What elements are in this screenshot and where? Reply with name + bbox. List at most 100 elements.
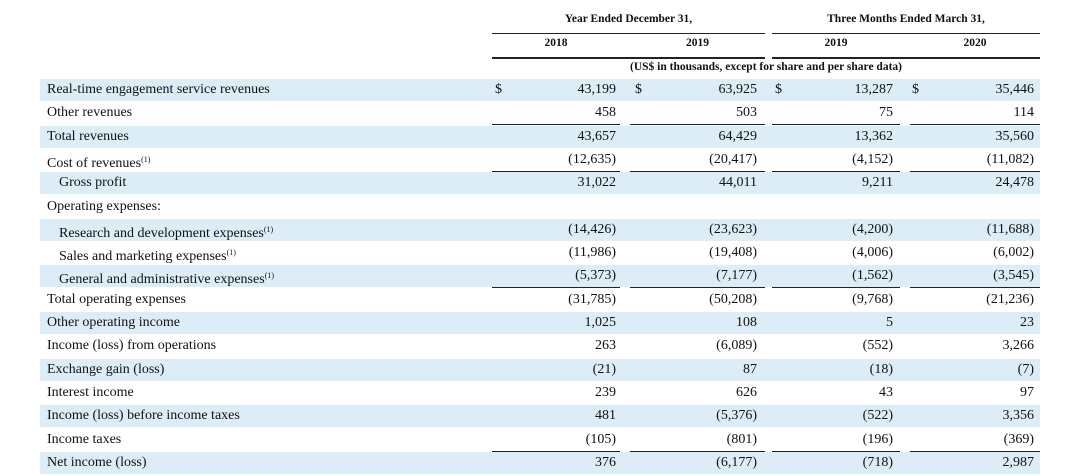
- sum-rule: [630, 170, 765, 172]
- sum-rule: [492, 124, 620, 126]
- group-header: Year Ended December 31,: [564, 13, 693, 25]
- value: 263: [595, 338, 616, 354]
- currency-sign: $: [495, 82, 502, 97]
- row-stripe: [40, 451, 1040, 474]
- row-label: Gross profit: [59, 172, 126, 194]
- header-rule: [772, 33, 1040, 34]
- value: 43: [879, 384, 893, 400]
- value: 2,987: [1002, 454, 1035, 470]
- label-text: Income taxes: [47, 431, 122, 447]
- value: (5,373): [575, 268, 616, 284]
- value: 5: [886, 315, 893, 330]
- value: (23,623): [709, 221, 757, 237]
- value: (6,177): [716, 454, 757, 470]
- row-label: Net income (loss): [47, 452, 147, 474]
- value: (196): [862, 431, 893, 447]
- year-header: 2018: [544, 37, 568, 49]
- label-text: Operating expenses:: [47, 198, 161, 214]
- value: (21): [592, 361, 616, 377]
- sum-rule: [772, 450, 900, 452]
- footnote-ref: (1): [264, 271, 274, 281]
- value: (31,785): [568, 291, 616, 307]
- row-stripe: [40, 358, 1040, 381]
- value: 503: [736, 105, 757, 121]
- row-label: Income (loss) before income taxes: [47, 405, 240, 427]
- row-label: Exchange gain (loss): [47, 359, 164, 381]
- value: 31,022: [577, 175, 617, 191]
- value: 458: [595, 105, 616, 121]
- row-label: Other operating income: [47, 312, 180, 334]
- value: 75: [879, 105, 893, 121]
- sum-rule: [492, 170, 620, 172]
- value: (4,152): [852, 151, 893, 167]
- value: (18): [869, 361, 893, 377]
- row-label: Total revenues: [47, 126, 129, 148]
- units-note: (US$ in thousands, except for share and …: [630, 61, 902, 73]
- label-text: Total revenues: [47, 128, 129, 144]
- value: (21,236): [986, 291, 1034, 307]
- value: 9,211: [862, 175, 893, 191]
- value: (3,545): [993, 268, 1034, 284]
- value: (50,208): [709, 291, 757, 307]
- value: 24,478: [995, 175, 1035, 191]
- header-rule: [772, 57, 1040, 59]
- value: (14,426): [568, 221, 616, 237]
- value: 13,287: [854, 82, 894, 97]
- sum-rule: [910, 170, 1040, 172]
- row-label: Interest income: [47, 382, 134, 404]
- value: 114: [1013, 105, 1034, 121]
- year-header: 2019: [686, 37, 709, 49]
- row-stripe: [40, 312, 1040, 334]
- label-text: Exchange gain (loss): [47, 361, 165, 377]
- value: 13,362: [854, 128, 894, 144]
- row-stripe: [40, 405, 1040, 428]
- value: 481: [595, 408, 616, 424]
- value: (6,002): [993, 245, 1034, 261]
- footnote-ref: (1): [141, 154, 151, 164]
- value: 108: [736, 315, 757, 330]
- label-text: General and administrative expenses: [59, 272, 265, 288]
- value: 23: [1020, 315, 1034, 330]
- label-text: Cost of revenues: [47, 155, 142, 171]
- row-label: Operating expenses:: [47, 196, 161, 218]
- row-label: Other revenues: [47, 102, 132, 124]
- row-stripe: [40, 125, 1040, 148]
- label-text: Gross profit: [59, 175, 127, 191]
- row-stripe: [40, 265, 1040, 288]
- label-text: Real-time engagement service revenues: [47, 82, 270, 97]
- row-label: Total operating expenses: [47, 289, 186, 311]
- value: 63,925: [718, 82, 758, 97]
- value: 239: [595, 384, 616, 400]
- sum-rule: [772, 124, 900, 126]
- sum-rule: [910, 124, 1040, 126]
- label-text: Interest income: [47, 384, 134, 400]
- value: (5,376): [716, 408, 757, 424]
- sum-rule: [772, 287, 900, 289]
- footnote-ref: (1): [263, 224, 274, 234]
- value: (11,986): [568, 245, 616, 261]
- label-text: Sales and marketing expenses: [59, 249, 227, 265]
- value: (12,635): [568, 151, 616, 167]
- label-text: Total operating expenses: [47, 291, 186, 307]
- header-rule: [492, 57, 765, 59]
- row-label: General and administrative expenses(1): [59, 265, 274, 291]
- value: (11,082): [986, 151, 1034, 167]
- value: (4,200): [852, 221, 893, 237]
- row-stripe: [40, 218, 1040, 241]
- value: 64,429: [718, 128, 758, 144]
- sum-rule: [630, 287, 765, 289]
- footnote-ref: (1): [226, 248, 236, 258]
- value: 43,199: [577, 82, 617, 97]
- value: 1,025: [584, 315, 617, 330]
- value: (552): [862, 338, 893, 354]
- row-label: Income taxes: [47, 429, 121, 451]
- value: (7,177): [716, 268, 757, 284]
- value: (20,417): [709, 151, 757, 167]
- currency-sign: $: [775, 82, 782, 97]
- label-text: Income (loss) from operations: [47, 338, 217, 354]
- value: (369): [1003, 431, 1034, 447]
- value: 87: [743, 361, 757, 377]
- label-text: Net income (loss): [47, 454, 147, 470]
- value: 43,657: [577, 128, 617, 144]
